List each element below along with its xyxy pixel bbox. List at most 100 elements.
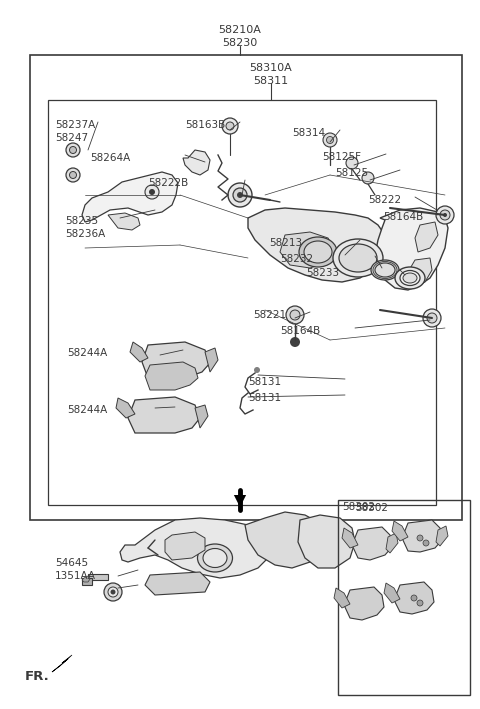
Circle shape <box>411 595 417 601</box>
Text: 58125F: 58125F <box>322 152 361 162</box>
Polygon shape <box>344 587 384 620</box>
Ellipse shape <box>339 244 377 272</box>
Polygon shape <box>120 518 270 578</box>
Polygon shape <box>245 512 325 568</box>
Text: 58311: 58311 <box>253 76 288 86</box>
Polygon shape <box>436 526 448 546</box>
Polygon shape <box>205 348 218 372</box>
Text: 58310A: 58310A <box>250 63 292 73</box>
Ellipse shape <box>400 271 420 286</box>
Text: 58221: 58221 <box>253 310 286 320</box>
Text: 58222B: 58222B <box>148 178 188 188</box>
Circle shape <box>326 137 334 143</box>
Text: 58164B: 58164B <box>280 326 320 336</box>
Text: 58232: 58232 <box>280 254 313 264</box>
Polygon shape <box>88 574 108 580</box>
Circle shape <box>290 310 300 320</box>
Circle shape <box>417 600 423 606</box>
Text: FR.: FR. <box>25 670 50 683</box>
Text: 1351AA: 1351AA <box>55 571 96 581</box>
Text: 58222: 58222 <box>368 195 401 205</box>
Polygon shape <box>394 582 434 614</box>
Polygon shape <box>82 576 90 582</box>
Ellipse shape <box>197 544 232 572</box>
Polygon shape <box>375 208 448 290</box>
Circle shape <box>222 118 238 134</box>
Polygon shape <box>342 528 358 548</box>
Polygon shape <box>392 521 408 541</box>
Circle shape <box>228 183 252 207</box>
Text: 58131: 58131 <box>248 377 281 387</box>
Polygon shape <box>145 362 198 390</box>
Circle shape <box>104 583 122 601</box>
Circle shape <box>427 313 437 323</box>
Text: 58213: 58213 <box>269 238 302 248</box>
Circle shape <box>440 210 450 220</box>
Polygon shape <box>183 150 210 175</box>
Polygon shape <box>82 578 92 585</box>
Polygon shape <box>298 515 355 568</box>
Polygon shape <box>130 342 148 362</box>
Text: 58244A: 58244A <box>67 405 107 415</box>
Text: 58247: 58247 <box>55 133 88 143</box>
Ellipse shape <box>371 260 399 280</box>
Text: 58236A: 58236A <box>65 229 105 239</box>
Polygon shape <box>408 258 432 285</box>
Polygon shape <box>352 527 392 560</box>
Polygon shape <box>52 655 72 672</box>
Polygon shape <box>165 532 205 560</box>
Text: 58125: 58125 <box>335 168 368 178</box>
Circle shape <box>286 306 304 324</box>
Circle shape <box>423 309 441 327</box>
Text: 58302: 58302 <box>342 502 375 512</box>
Ellipse shape <box>333 239 383 277</box>
Ellipse shape <box>299 237 337 267</box>
Polygon shape <box>108 213 140 230</box>
Circle shape <box>423 540 429 546</box>
Circle shape <box>149 189 155 195</box>
Text: 58237A: 58237A <box>55 120 95 130</box>
Text: 58230: 58230 <box>222 38 258 48</box>
Circle shape <box>254 367 260 373</box>
Text: 58244A: 58244A <box>67 348 107 358</box>
Polygon shape <box>142 342 210 378</box>
Circle shape <box>108 587 118 597</box>
Text: 58264A: 58264A <box>90 153 130 163</box>
Polygon shape <box>82 172 178 222</box>
Text: 58131: 58131 <box>248 393 281 403</box>
Text: 58235: 58235 <box>65 216 98 226</box>
Polygon shape <box>248 208 385 282</box>
Circle shape <box>145 185 159 199</box>
Circle shape <box>110 589 116 595</box>
Polygon shape <box>386 533 398 553</box>
Polygon shape <box>116 398 135 418</box>
Circle shape <box>237 192 243 198</box>
Text: 58302: 58302 <box>355 503 388 513</box>
Polygon shape <box>415 222 438 252</box>
Ellipse shape <box>304 241 332 263</box>
Text: 58210A: 58210A <box>218 25 262 35</box>
Text: 58163B: 58163B <box>185 120 225 130</box>
Polygon shape <box>128 397 200 433</box>
Bar <box>48 100 436 505</box>
Ellipse shape <box>375 263 395 277</box>
Ellipse shape <box>203 549 227 567</box>
Polygon shape <box>402 520 442 552</box>
Circle shape <box>436 206 454 224</box>
Circle shape <box>70 172 76 179</box>
Text: 58233: 58233 <box>306 268 339 278</box>
Circle shape <box>233 188 247 202</box>
Bar <box>30 55 462 520</box>
Bar <box>338 500 470 695</box>
Circle shape <box>226 122 234 130</box>
Polygon shape <box>195 405 208 428</box>
Circle shape <box>443 213 447 217</box>
Polygon shape <box>334 588 350 608</box>
Circle shape <box>290 337 300 347</box>
Ellipse shape <box>395 267 425 289</box>
Ellipse shape <box>403 273 417 283</box>
Polygon shape <box>145 572 210 595</box>
Text: 58314: 58314 <box>292 128 325 138</box>
Circle shape <box>66 143 80 157</box>
Text: 58164B: 58164B <box>383 212 423 222</box>
